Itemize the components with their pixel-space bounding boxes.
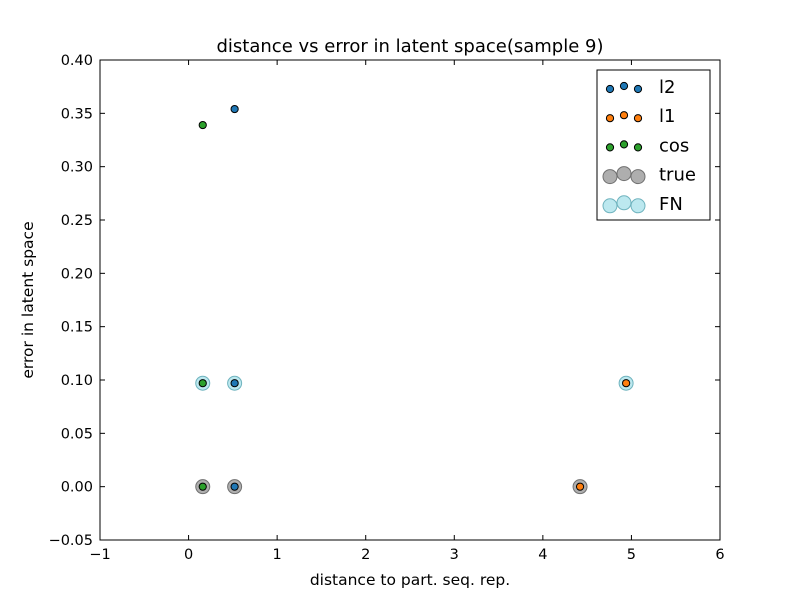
legend: l2 l1 cos true FN xyxy=(596,69,711,221)
x-tick-label: −1 xyxy=(89,547,110,563)
legend-label-l1: l1 xyxy=(659,106,675,127)
legend-marker-FN xyxy=(630,198,646,214)
data-point-l1 xyxy=(622,379,631,388)
legend-label-true: true xyxy=(659,165,696,186)
y-tick-label: 0.05 xyxy=(61,426,93,442)
legend-marker-cos xyxy=(633,143,643,152)
y-tick-label: 0.35 xyxy=(61,106,93,122)
y-tick-label: 0.30 xyxy=(61,160,93,176)
y-tick-label: 0.00 xyxy=(61,480,93,496)
legend-marker-FN xyxy=(616,195,632,211)
data-point-cos xyxy=(198,379,207,388)
data-point-l2 xyxy=(230,482,239,491)
data-point-l2 xyxy=(230,104,239,114)
plot-frame xyxy=(99,59,721,541)
legend-marker-cos xyxy=(619,140,629,149)
legend-marker-l1 xyxy=(633,114,643,123)
data-point-cos xyxy=(198,482,207,491)
legend-marker-true xyxy=(616,166,632,182)
x-tick-label: 2 xyxy=(361,547,370,563)
y-tick-label: 0.40 xyxy=(61,53,93,69)
legend-marker-l1 xyxy=(605,114,615,123)
y-tick-label: −0.05 xyxy=(49,533,93,549)
y-axis-title: error in latent space xyxy=(19,221,37,378)
legend-label-FN: FN xyxy=(659,194,683,215)
axis-ticks: −1 0 1 2 3 4 5 6 −0.05 0.00 0.05 0.10 0.15 0.20 0.25 0.… xyxy=(49,53,725,563)
chart-title: distance vs error in latent space(sample… xyxy=(217,36,604,57)
x-tick-label: 5 xyxy=(627,547,636,563)
legend-marker-true xyxy=(630,169,646,185)
data-point-cos xyxy=(198,120,207,130)
legend-marker-l1 xyxy=(619,111,629,120)
legend-marker-l2 xyxy=(633,84,643,94)
legend-marker-FN xyxy=(602,198,618,214)
x-tick-label: 3 xyxy=(450,547,459,563)
legend-box xyxy=(596,69,711,221)
y-tick-label: 0.20 xyxy=(61,266,93,282)
x-tick-label: 0 xyxy=(184,547,193,563)
legend-marker-l2 xyxy=(605,84,615,94)
data-point-l2 xyxy=(230,379,239,388)
legend-label-l2: l2 xyxy=(659,77,675,98)
legend-marker-l2 xyxy=(619,81,629,91)
legend-marker-cos xyxy=(605,143,615,152)
plot-points xyxy=(195,104,634,495)
x-tick-label: 6 xyxy=(715,547,724,563)
x-tick-label: 4 xyxy=(538,547,547,563)
x-axis-title: distance to part. seq. rep. xyxy=(310,571,510,589)
legend-label-cos: cos xyxy=(659,135,689,156)
y-tick-label: 0.25 xyxy=(61,213,93,229)
y-tick-label: 0.10 xyxy=(61,373,93,389)
x-tick-label: 1 xyxy=(273,547,282,563)
legend-marker-true xyxy=(602,169,618,185)
data-point-l1 xyxy=(575,482,585,491)
y-tick-label: 0.15 xyxy=(61,320,93,336)
